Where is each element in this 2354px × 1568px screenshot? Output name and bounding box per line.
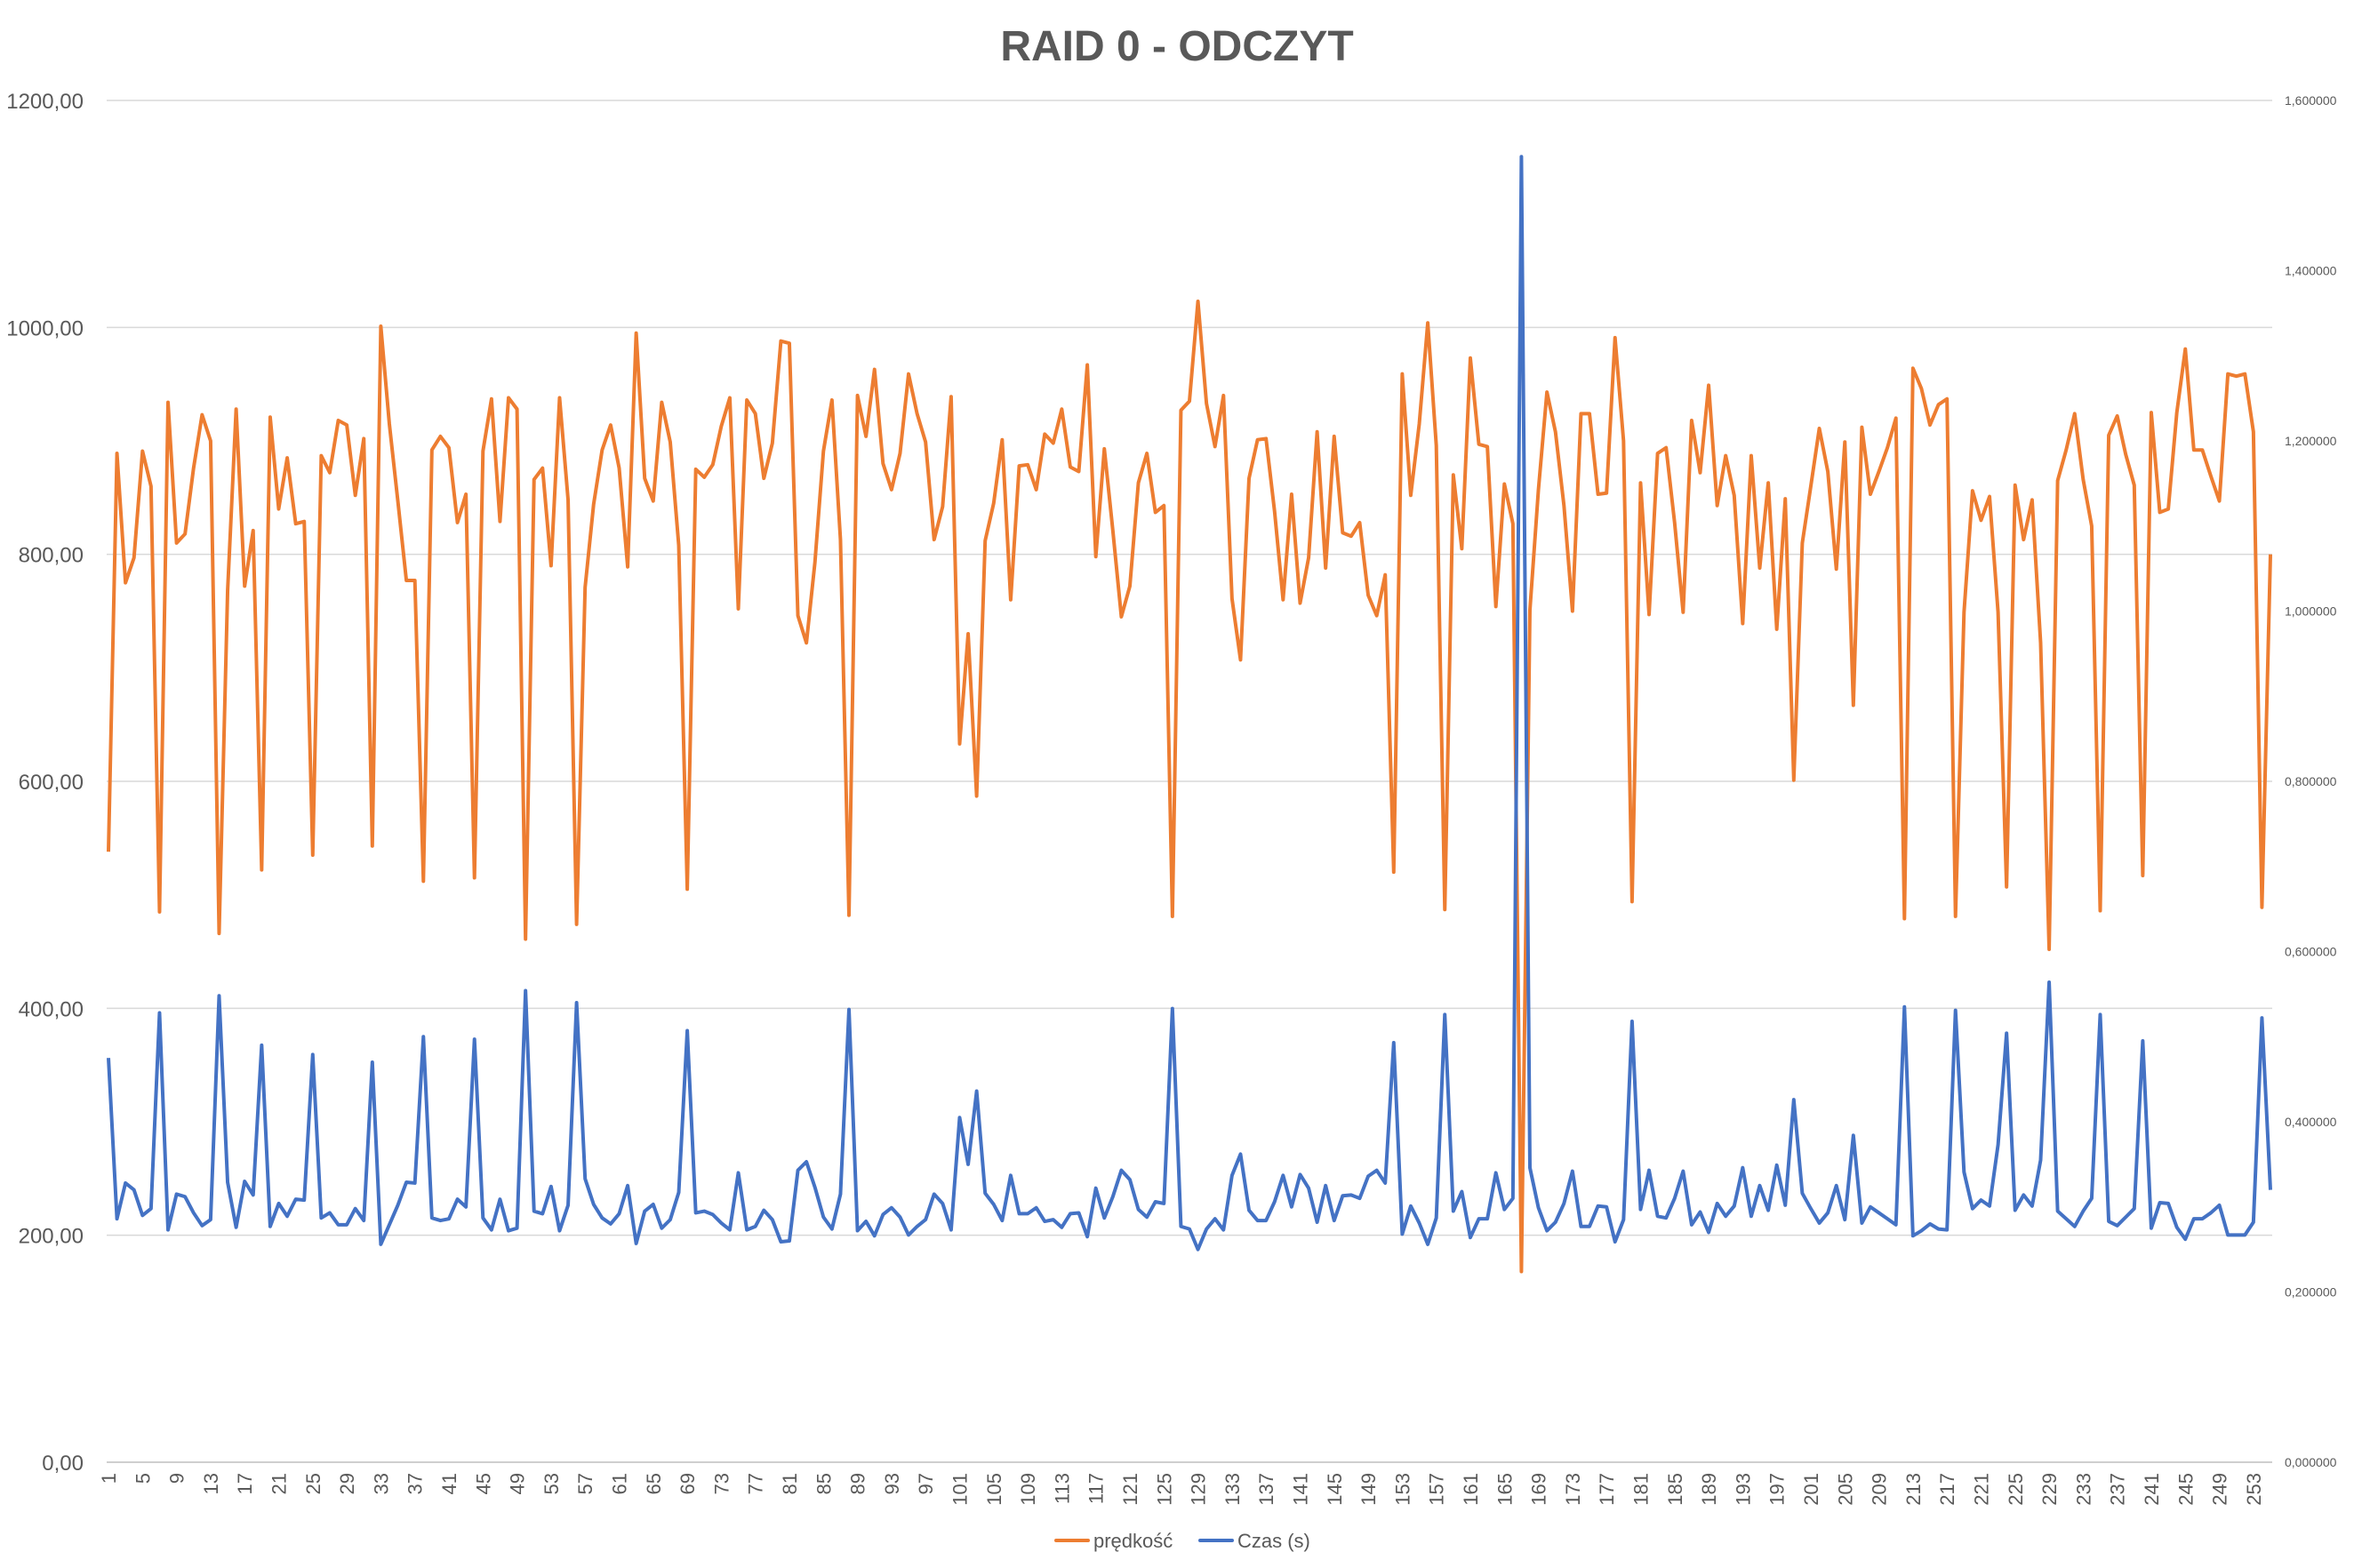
x-tick-label: 65 <box>643 1473 665 1494</box>
x-tick-label: 177 <box>1596 1473 1618 1506</box>
x-tick-label: 49 <box>507 1473 529 1494</box>
x-tick-label: 193 <box>1732 1473 1754 1506</box>
x-tick-label: 13 <box>200 1473 222 1494</box>
x-tick-label: 161 <box>1460 1473 1482 1506</box>
x-tick-label: 77 <box>745 1473 767 1494</box>
x-tick-label: 73 <box>710 1473 733 1494</box>
y-right-tick-label: 0,200000 <box>2285 1285 2337 1300</box>
x-tick-label: 169 <box>1528 1473 1550 1506</box>
chart-title: RAID 0 - ODCZYT <box>1000 23 1353 70</box>
x-tick-label: 61 <box>608 1473 630 1494</box>
x-tick-label: 253 <box>2243 1473 2265 1506</box>
x-tick-label: 197 <box>1766 1473 1789 1506</box>
y-axis-left-ticks: 0,00 200,00 400,00 600,00 800,00 1000,00 1200,… <box>6 90 84 1476</box>
x-tick-label: 93 <box>881 1473 903 1494</box>
x-tick-label: 37 <box>404 1473 427 1494</box>
series-line-time <box>107 155 2272 1252</box>
legend-label-time: Czas (s) <box>1237 1530 1310 1552</box>
x-tick-label: 173 <box>1562 1473 1584 1506</box>
y-right-tick-label: 1,400000 <box>2285 264 2337 278</box>
x-tick-label: 217 <box>1936 1473 1958 1506</box>
x-tick-label: 29 <box>336 1473 358 1494</box>
x-tick-label: 137 <box>1255 1473 1277 1506</box>
x-tick-label: 209 <box>1869 1473 1891 1506</box>
x-tick-label: 237 <box>2107 1473 2129 1506</box>
y-left-tick-label: 600,00 <box>19 771 84 795</box>
x-tick-label: 213 <box>1902 1473 1925 1506</box>
x-tick-label: 121 <box>1119 1473 1141 1506</box>
y-left-tick-label: 0,00 <box>42 1452 84 1476</box>
x-tick-label: 233 <box>2072 1473 2094 1506</box>
y-left-tick-label: 400,00 <box>19 997 84 1021</box>
x-tick-label: 157 <box>1426 1473 1448 1506</box>
x-axis-ticks: 1 5 9 13 17 21 25 29 33 37 41 45 49 53 57 61 65 69 73 77 81 8… <box>98 1473 2265 1506</box>
x-tick-label: 181 <box>1629 1473 1652 1506</box>
x-tick-label: 201 <box>1800 1473 1822 1506</box>
x-tick-label: 105 <box>983 1473 1005 1506</box>
x-tick-label: 205 <box>1834 1473 1856 1506</box>
legend-label-speed: prędkość <box>1093 1530 1173 1552</box>
y-right-tick-label: 1,200000 <box>2285 434 2337 448</box>
x-tick-label: 245 <box>2174 1473 2197 1506</box>
y-right-tick-label: 0,600000 <box>2285 945 2337 959</box>
x-tick-label: 141 <box>1289 1473 1311 1506</box>
y-right-tick-label: 0,000000 <box>2285 1455 2337 1469</box>
y-left-tick-label: 800,00 <box>19 544 84 568</box>
x-tick-label: 165 <box>1493 1473 1516 1506</box>
y-axis-right-ticks: 0,000000 0,200000 0,400000 0,600000 0,800000… <box>2285 93 2337 1469</box>
x-tick-label: 33 <box>370 1473 392 1494</box>
x-tick-label: 53 <box>540 1473 563 1494</box>
x-tick-label: 221 <box>1970 1473 1992 1506</box>
x-tick-label: 69 <box>677 1473 699 1494</box>
series-lines <box>107 155 2272 1274</box>
x-tick-label: 149 <box>1357 1473 1380 1506</box>
x-tick-label: 85 <box>813 1473 835 1494</box>
x-tick-label: 133 <box>1221 1473 1244 1506</box>
legend: prędkość Czas (s) <box>1054 1530 1310 1552</box>
x-tick-label: 21 <box>268 1473 290 1494</box>
x-tick-label: 225 <box>2005 1473 2027 1506</box>
y-right-tick-label: 1,600000 <box>2285 93 2337 108</box>
x-tick-label: 241 <box>2141 1473 2163 1506</box>
x-tick-label: 1 <box>98 1473 120 1484</box>
x-tick-label: 145 <box>1324 1473 1346 1506</box>
x-tick-label: 113 <box>1051 1473 1073 1504</box>
x-tick-label: 57 <box>574 1473 597 1494</box>
x-tick-label: 125 <box>1153 1473 1175 1506</box>
gridlines <box>107 100 2272 1236</box>
x-tick-label: 5 <box>132 1473 154 1484</box>
x-tick-label: 185 <box>1664 1473 1686 1506</box>
x-tick-label: 129 <box>1188 1473 1210 1506</box>
y-right-tick-label: 0,400000 <box>2285 1115 2337 1129</box>
x-tick-label: 189 <box>1698 1473 1720 1506</box>
y-left-tick-label: 200,00 <box>19 1225 84 1249</box>
x-tick-label: 45 <box>472 1473 494 1494</box>
x-tick-label: 25 <box>302 1473 324 1494</box>
x-tick-label: 109 <box>1017 1473 1039 1506</box>
x-tick-label: 89 <box>847 1473 869 1494</box>
x-tick-label: 229 <box>2038 1473 2061 1506</box>
y-left-tick-label: 1000,00 <box>6 316 84 340</box>
x-tick-label: 153 <box>1391 1473 1413 1506</box>
y-right-tick-label: 1,000000 <box>2285 604 2337 619</box>
x-tick-label: 101 <box>949 1473 971 1506</box>
x-tick-label: 117 <box>1085 1473 1108 1504</box>
x-tick-label: 41 <box>438 1473 460 1494</box>
series-line-speed <box>107 299 2272 1274</box>
x-tick-label: 97 <box>915 1473 937 1494</box>
y-right-tick-label: 0,800000 <box>2285 774 2337 788</box>
x-tick-label: 17 <box>234 1473 256 1494</box>
x-tick-label: 249 <box>2209 1473 2231 1506</box>
x-tick-label: 81 <box>779 1473 801 1494</box>
x-tick-label: 9 <box>166 1473 188 1484</box>
y-left-tick-label: 1200,00 <box>6 90 84 114</box>
